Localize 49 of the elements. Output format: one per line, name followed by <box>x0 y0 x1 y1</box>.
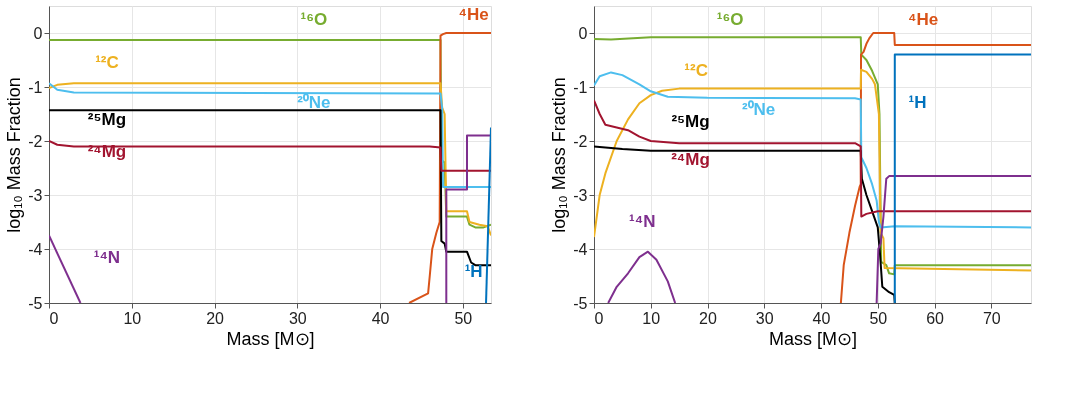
y-tick-label: -2 <box>573 132 588 150</box>
series-label: ²⁵Mg <box>671 112 710 132</box>
x-tick-label: 40 <box>371 309 390 327</box>
series-label: ²⁰Ne <box>297 93 331 113</box>
y-tick-label: -3 <box>28 186 43 204</box>
x-tick-label: 20 <box>699 309 718 327</box>
series-label: ²⁵Mg <box>87 109 127 129</box>
y-tick-label: 0 <box>578 24 588 42</box>
y-tick-label: -3 <box>573 186 588 204</box>
series-label: ¹⁴N <box>93 247 121 267</box>
x-tick-label: 0 <box>594 309 604 327</box>
series-label: ¹⁶O <box>300 10 328 30</box>
x-tick-label: 60 <box>926 309 945 327</box>
y-tick-label: -4 <box>28 240 43 258</box>
line-series <box>408 32 491 303</box>
y-tick-label: -1 <box>573 78 588 96</box>
y-tick-label: -4 <box>573 240 588 258</box>
y-tick-label: -5 <box>28 294 43 312</box>
y-axis-title: log₁₀ Mass Fraction <box>549 77 570 233</box>
y-tick-label: -5 <box>573 294 588 312</box>
y-tick-label: -1 <box>28 78 43 96</box>
y-tick-label: -2 <box>28 132 43 150</box>
x-tick-label: 50 <box>869 309 888 327</box>
line-series <box>49 140 491 172</box>
series-label: ¹²C <box>95 52 119 72</box>
series-label: ¹H <box>908 93 927 113</box>
line-series <box>49 82 491 188</box>
x-tick-label: 20 <box>206 309 225 327</box>
series-label: ⁴He <box>908 10 939 30</box>
x-tick-label: 10 <box>642 309 661 327</box>
x-tick-label: 40 <box>812 309 831 327</box>
x-tick-label: 0 <box>49 309 59 327</box>
x-tick-label: 30 <box>755 309 774 327</box>
y-tick-label: 0 <box>33 24 43 42</box>
series-label: ¹⁴N <box>629 212 656 232</box>
series-label: ¹⁶O <box>716 10 744 30</box>
x-tick-label: 30 <box>288 309 307 327</box>
x-axis-title: Mass [M⊙] <box>226 328 315 349</box>
x-tick-label: 70 <box>982 309 1001 327</box>
x-tick-label: 10 <box>123 309 142 327</box>
series-label: ²⁴Mg <box>671 150 710 170</box>
x-axis-title: Mass [M⊙] <box>768 328 858 349</box>
series-label: ²⁰Ne <box>741 99 776 119</box>
series-label: ¹²C <box>684 60 708 80</box>
series-label: ¹H <box>464 262 483 282</box>
series-label: ⁴He <box>458 4 489 24</box>
line-series <box>49 82 491 237</box>
y-axis-title: log₁₀ Mass Fraction <box>4 77 25 233</box>
x-tick-label: 50 <box>454 309 473 327</box>
